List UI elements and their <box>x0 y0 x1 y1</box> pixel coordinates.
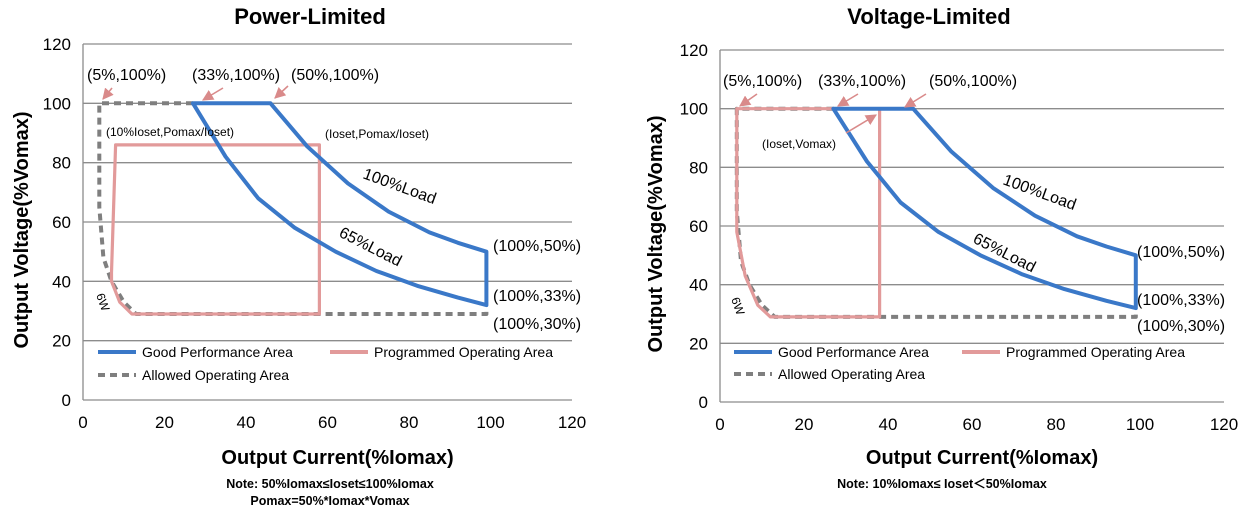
chart-title: Voltage-Limited <box>847 4 1010 29</box>
annotation-label: (5%,100%) <box>87 67 166 84</box>
x-tick-label: 20 <box>155 413 174 432</box>
annotation-label: (100%,50%) <box>1137 244 1225 261</box>
series-line-programmed-operating-area <box>109 143 321 316</box>
annotation-arrow <box>102 87 114 100</box>
y-tick-label: 40 <box>52 272 71 291</box>
annotation-arrow <box>202 87 224 101</box>
note-text: Note: 50%Iomax≤Ioset≤100%Iomax <box>226 477 434 491</box>
annotation-label: (Ioset,Vomax) <box>762 137 836 151</box>
annotation-arrow <box>904 93 927 108</box>
x-tick-label: 20 <box>795 415 814 434</box>
y-tick-label: 40 <box>689 276 708 295</box>
annotation-label: 65%Load <box>336 224 404 270</box>
annotation-label: (100%,33%) <box>1137 292 1225 309</box>
series-line-good-performance-area <box>831 106 1138 311</box>
x-tick-label: 80 <box>1047 415 1066 434</box>
y-tick-label: 120 <box>43 35 71 54</box>
annotation-label: (5%,100%) <box>723 73 802 90</box>
legend: Good Performance Area Programmed Operatin… <box>98 344 553 383</box>
annotation-label: 6W <box>93 291 113 313</box>
annotation-label: (100%,50%) <box>493 238 581 255</box>
legend-label: Allowed Operating Area <box>778 366 925 382</box>
annotation-label: (Ioset,Pomax/Ioset) <box>325 127 429 141</box>
y-tick-label: 20 <box>689 334 708 353</box>
x-tick-label: 100 <box>476 413 504 432</box>
y-axis-title: Output Voltage(%Vomax) <box>11 111 33 348</box>
annotation-label: (100%,30%) <box>493 316 581 333</box>
x-tick-label: 0 <box>715 415 724 434</box>
x-tick-label: 80 <box>400 413 419 432</box>
x-tick-label: 60 <box>963 415 982 434</box>
note-text: Note: 10%Iomax≤ Ioset＜50%Iomax <box>837 477 1047 491</box>
annotation-arrow <box>845 114 877 134</box>
y-tick-label: 0 <box>62 391 71 410</box>
annotation-label: (100%,33%) <box>493 288 581 305</box>
y-tick-label: 60 <box>689 217 708 236</box>
x-tick-label: 40 <box>879 415 898 434</box>
annotation-arrow <box>837 93 859 107</box>
annotation-label: (33%,100%) <box>192 67 280 84</box>
x-tick-label: 120 <box>558 413 586 432</box>
annotation-label: (10%Ioset,Pomax/Ioset) <box>106 125 234 139</box>
chart-title: Power-Limited <box>234 4 386 29</box>
y-tick-label: 80 <box>689 158 708 177</box>
annotation-label: 100%Load <box>1001 172 1079 214</box>
note-text: Pomax=50%*Iomax*Vomax <box>250 494 409 508</box>
legend-label: Allowed Operating Area <box>142 367 289 383</box>
chart-panel-1: Power-Limited 0 20 40 60 80 100 120 0 20 40 60 80 100… <box>11 4 586 508</box>
series-line-allowed-operating-area <box>734 106 1138 319</box>
x-tick-label: 40 <box>237 413 256 432</box>
x-axis-title: Output Current(%Iomax) <box>866 447 1098 469</box>
y-tick-label: 60 <box>52 213 71 232</box>
annotation-label: (100%,30%) <box>1137 318 1225 335</box>
series-line-programmed-operating-area <box>735 107 882 319</box>
legend-label: Good Performance Area <box>142 344 293 360</box>
x-axis-title: Output Current(%Iomax) <box>221 447 453 469</box>
legend-label: Programmed Operating Area <box>374 344 553 360</box>
series-line-good-performance-area <box>191 101 489 308</box>
annotation-label: (33%,100%) <box>818 73 906 90</box>
annotation-arrow <box>739 93 758 107</box>
annotation-label: (50%,100%) <box>291 67 379 84</box>
legend: Good Performance Area Programmed Operatin… <box>734 344 1185 382</box>
legend-label: Good Performance Area <box>778 344 929 360</box>
y-tick-label: 120 <box>680 41 708 60</box>
y-tick-label: 0 <box>699 393 708 412</box>
y-tick-label: 80 <box>52 154 71 173</box>
y-axis-title: Output Voltage(%Vomax) <box>645 115 667 352</box>
annotation-label: 6W <box>728 295 748 317</box>
annotation-label: (50%,100%) <box>929 73 1017 90</box>
y-tick-label: 100 <box>680 100 708 119</box>
y-tick-label: 20 <box>52 332 71 351</box>
x-tick-label: 100 <box>1126 415 1154 434</box>
chart-panel-2: Voltage-Limited 0 20 40 60 80 100 120 0 20 40 60 80 1… <box>645 4 1238 491</box>
y-tick-label: 100 <box>43 94 71 113</box>
x-tick-label: 0 <box>78 413 87 432</box>
annotation-arrow <box>274 85 289 99</box>
legend-label: Programmed Operating Area <box>1006 344 1185 360</box>
x-tick-label: 120 <box>1210 415 1238 434</box>
x-tick-label: 60 <box>318 413 337 432</box>
